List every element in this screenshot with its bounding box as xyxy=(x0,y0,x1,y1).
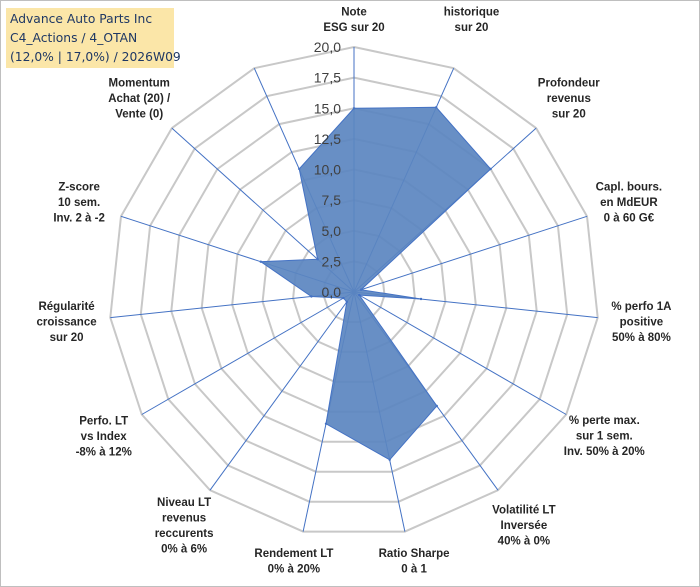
axis-label-6-line-1: Inversée xyxy=(501,520,548,532)
axis-label-12-line-2: Inv. 2 à -2 xyxy=(53,212,105,224)
axis-label-6-line-0: Volatilité LT xyxy=(492,505,555,517)
chart-title-line-2: C4_Actions / 4_OTAN xyxy=(10,31,138,45)
axis-spoke-5 xyxy=(353,291,567,415)
axis-label-5-line-2: Inv. 50% à 20% xyxy=(564,446,645,458)
tick-label-8: 20,0 xyxy=(314,39,341,55)
axis-label-7: Ratio Sharpe 0 à 1 xyxy=(379,548,450,576)
axis-label-2-line-1: revenus xyxy=(547,93,591,105)
axis-label-12: Z-score 10 sem. Inv. 2 à -2 xyxy=(53,181,105,224)
data-point-3 xyxy=(359,288,363,291)
axis-label-5-line-0: % perte max. xyxy=(569,415,640,427)
chart-title-line-1: Advance Auto Parts Inc xyxy=(10,12,153,26)
axis-label-4-line-2: 50% à 80% xyxy=(612,332,671,344)
axis-label-9: Niveau LT revenus reccurents 0% à 6% xyxy=(155,497,214,556)
axis-label-5-line-1: sur 1 sem. xyxy=(576,431,633,443)
axis-label-13-line-2: Vente (0) xyxy=(115,108,163,120)
chart-title-line-3: (12,0% | 17,0%) / 2026W09 xyxy=(10,50,181,64)
axis-label-4-line-1: positive xyxy=(620,317,663,329)
axis-label-9-line-1: revenus xyxy=(162,512,206,524)
series-area xyxy=(259,106,492,461)
grid-ring-8 xyxy=(109,45,599,533)
axis-label-2: Profondeur revenus sur 20 xyxy=(538,77,600,120)
data-point-9 xyxy=(345,300,348,304)
data-point-8 xyxy=(324,422,328,425)
axis-label-12-line-1: 10 sem. xyxy=(58,197,100,209)
axis-label-4-line-0: % perfo 1A xyxy=(611,301,671,313)
tick-label-6: 15,0 xyxy=(314,100,341,116)
axis-spoke-10 xyxy=(141,291,355,415)
axis-label-6-line-2: 40% à 0% xyxy=(498,536,550,548)
axis-label-6: Volatilité LT Inversée 40% à 0% xyxy=(492,505,555,548)
tick-label-2: 5,0 xyxy=(322,223,342,239)
axis-label-1-line-2: sur 20 xyxy=(455,22,489,34)
axis-label-7-line-1: 0 à 1 xyxy=(401,564,427,576)
tick-label-5: 12,5 xyxy=(314,131,341,147)
axis-label-8: Rendement LT 0% à 20% xyxy=(254,548,333,576)
tick-label-0: 0,0 xyxy=(322,284,342,300)
axis-label-3-line-2: 0 à 60 G€ xyxy=(604,212,655,224)
grid-ring-7 xyxy=(139,76,569,503)
data-point-5 xyxy=(358,293,361,297)
axis-label-12-line-0: Z-score xyxy=(58,181,100,193)
axis-label-3: Capl. bours. en MdEUR 0 à 60 G€ xyxy=(596,181,662,224)
radar-tick-labels: 0,0 2,5 5,0 7,5 10,0 12,5 15,0 17,5 20,0 xyxy=(314,39,341,300)
tick-label-7: 17,5 xyxy=(314,70,341,86)
axis-label-11-line-2: sur 20 xyxy=(50,332,84,344)
data-point-1 xyxy=(435,106,438,109)
axis-label-0-line-0: Note xyxy=(341,7,367,19)
data-point-6 xyxy=(435,404,438,408)
radar-series xyxy=(259,106,492,461)
data-point-11 xyxy=(310,295,313,298)
axis-label-3-line-1: en MdEUR xyxy=(600,197,658,209)
axis-label-10-line-0: Perfo. LT xyxy=(79,415,128,427)
radar-grid xyxy=(109,45,599,533)
axis-label-2-line-0: Profondeur xyxy=(538,77,600,89)
axis-label-10: Perfo. LT vs Index -8% à 12% xyxy=(76,415,132,458)
axis-label-8-line-1: 0% à 20% xyxy=(268,564,320,576)
axis-spoke-3 xyxy=(353,215,588,293)
axis-label-4: % perfo 1A positive 50% à 80% xyxy=(611,301,671,344)
grid-ring-6 xyxy=(170,107,538,473)
data-point-10 xyxy=(342,296,345,300)
axis-label-5: % perte max. sur 1 sem. Inv. 50% à 20% xyxy=(564,415,645,458)
data-point-7 xyxy=(388,458,391,461)
tick-label-4: 10,0 xyxy=(314,162,341,178)
chart-title-box: Advance Auto Parts Inc C4_Actions / 4_OT… xyxy=(6,8,181,68)
axis-label-1-line-1: historique xyxy=(444,7,500,19)
axis-label-13-line-1: Achat (20) / xyxy=(108,93,171,105)
axis-label-10-line-2: -8% à 12% xyxy=(76,446,132,458)
grid-ring-5 xyxy=(200,137,508,443)
axis-label-10-line-1: vs Index xyxy=(81,431,128,443)
axis-label-9-line-3: 0% à 6% xyxy=(161,543,207,555)
axis-label-9-line-2: reccurents xyxy=(155,528,214,540)
axis-label-11-line-1: croissance xyxy=(37,317,97,329)
data-point-12 xyxy=(259,260,262,263)
axis-label-2-line-2: sur 20 xyxy=(552,108,586,120)
axis-label-8-line-0: Rendement LT xyxy=(254,548,333,560)
axis-label-7-line-0: Ratio Sharpe xyxy=(379,548,450,560)
axis-label-0-line-1: ESG sur 20 xyxy=(323,22,384,34)
data-point-0 xyxy=(352,107,356,110)
data-point-2 xyxy=(489,167,492,171)
axis-label-3-line-0: Capl. bours. xyxy=(596,181,662,193)
axis-label-0: Note ESG sur 20 xyxy=(323,7,384,35)
data-point-14 xyxy=(298,167,301,171)
axis-label-1: Profondeur historique sur 20 xyxy=(441,1,503,34)
tick-label-3: 7,5 xyxy=(322,192,342,208)
radar-axis-labels: Note ESG sur 20 Profondeur historique sur 20… xyxy=(37,1,672,576)
axis-label-11-line-0: Régularité xyxy=(38,301,94,313)
axis-label-11: Régularité croissance sur 20 xyxy=(37,301,97,344)
axis-label-1-line-0: Profondeur xyxy=(441,1,503,3)
axis-label-13-line-0: Momentum xyxy=(109,77,170,89)
axis-label-13: Momentum Achat (20) / Vente (0) xyxy=(108,77,171,120)
axis-spoke-9 xyxy=(209,291,355,491)
axis-label-9-line-0: Niveau LT xyxy=(157,497,211,509)
data-point-4 xyxy=(419,297,423,301)
tick-label-1: 2,5 xyxy=(322,253,342,269)
data-point-13 xyxy=(316,258,319,261)
